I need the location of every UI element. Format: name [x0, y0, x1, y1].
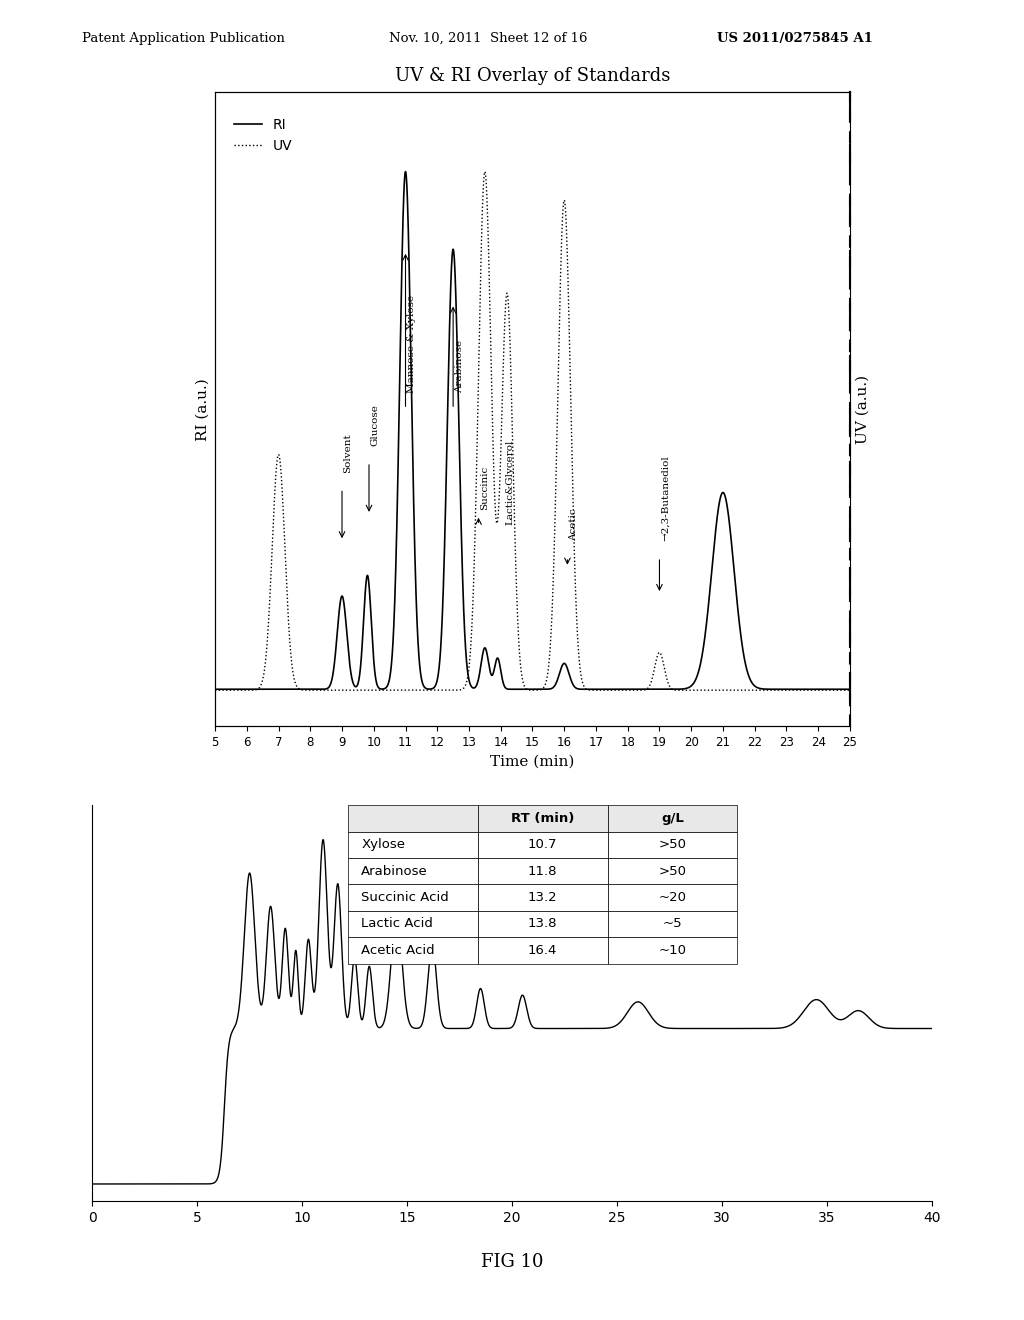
UV — [824, 682, 837, 698]
Text: US 2011/0275845 A1: US 2011/0275845 A1 — [717, 32, 872, 45]
Text: Mannose & Xylose: Mannose & Xylose — [408, 296, 416, 393]
RI — [481, 645, 494, 661]
Y-axis label: RI (a.u.): RI (a.u.) — [196, 378, 210, 441]
RI — [476, 651, 488, 667]
Legend: RI, UV: RI, UV — [228, 112, 298, 158]
Text: →2,3-Butanediol: →2,3-Butanediol — [662, 455, 670, 541]
UV — [511, 590, 523, 606]
UV — [209, 682, 221, 698]
Title: UV & RI Overlay of Standards: UV & RI Overlay of Standards — [395, 67, 670, 86]
RI — [209, 681, 221, 697]
UV — [671, 682, 683, 698]
Line: UV: UV — [215, 172, 850, 690]
RI — [511, 681, 523, 697]
UV — [479, 164, 492, 180]
UV — [793, 682, 805, 698]
Text: Solvent: Solvent — [344, 433, 352, 473]
UV — [481, 191, 494, 207]
RI — [793, 681, 805, 697]
Text: Arabinose: Arabinose — [455, 341, 464, 393]
RI — [399, 164, 412, 180]
Text: FIG 10: FIG 10 — [480, 1253, 544, 1271]
UV — [844, 682, 856, 698]
X-axis label: Time (min): Time (min) — [490, 754, 574, 768]
Y-axis label: UV (a.u.): UV (a.u.) — [855, 375, 869, 444]
UV — [475, 222, 487, 238]
RI — [824, 681, 837, 697]
Text: Succinic: Succinic — [480, 465, 489, 510]
Text: Acetic: Acetic — [569, 508, 578, 541]
RI — [844, 681, 856, 697]
RI — [671, 681, 683, 697]
Text: Glucose: Glucose — [371, 404, 380, 446]
Text: Lactic&Glycerol: Lactic&Glycerol — [506, 440, 514, 525]
Text: Patent Application Publication: Patent Application Publication — [82, 32, 285, 45]
Text: Nov. 10, 2011  Sheet 12 of 16: Nov. 10, 2011 Sheet 12 of 16 — [389, 32, 588, 45]
Line: RI: RI — [215, 172, 850, 689]
